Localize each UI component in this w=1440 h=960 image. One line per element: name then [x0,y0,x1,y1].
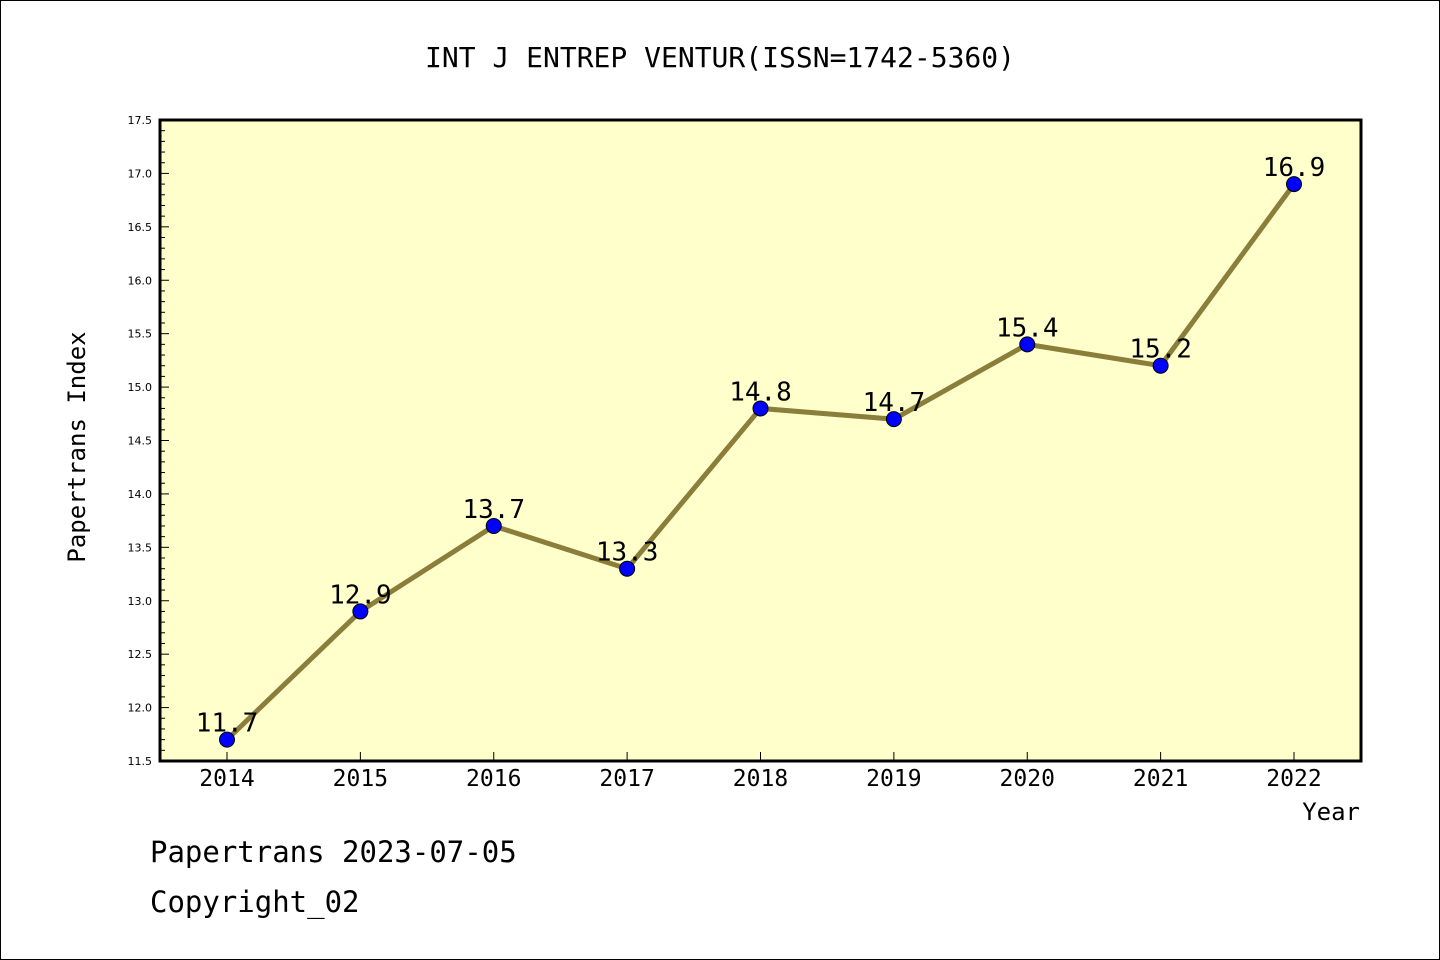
x-tick-label: 2018 [733,766,788,792]
data-label: 12.9 [329,580,392,610]
y-tick-label: 13.0 [128,595,153,608]
y-tick-label: 16.5 [128,221,153,234]
y-axis: 11.5 12.0 12.5 13.0 13.5 14.0 14.5 15.0 15.5 16.0… [128,114,169,768]
y-tick-label: 15.0 [128,381,153,394]
y-tick-label: 14.0 [128,488,153,501]
y-tick-label: 17.0 [128,167,153,180]
data-point [1152,357,1169,374]
data-point [352,603,369,620]
data-point [1286,176,1302,193]
y-tick-label: 12.5 [128,648,153,661]
footer-copyright: Copyright_02 [150,885,360,919]
series-group: 11.7 12.9 13.7 13.3 14.8 14.7 15.4 15.2 16.9 [196,153,1326,748]
plot-area [158,118,1363,763]
x-axis-label: Year [1302,798,1360,826]
x-tick-label: 2020 [1000,766,1055,792]
data-point [885,411,902,428]
data-point [619,560,636,577]
data-point [219,731,235,748]
x-tick-label: 2015 [333,766,388,792]
data-point [1019,336,1036,353]
x-tick-label: 2014 [199,766,254,792]
x-tick-label: 2022 [1266,766,1321,792]
y-tick-label: 16.0 [128,274,153,287]
footer-date: Papertrans 2023-07-05 [150,835,517,869]
data-label: 16.9 [1263,153,1326,183]
y-tick-label: 13.5 [128,541,153,554]
data-label: 14.8 [729,377,792,407]
y-tick-label: 17.5 [128,114,153,127]
x-tick-label: 2019 [866,766,921,792]
data-label: 14.7 [863,388,926,418]
x-tick-label: 2016 [466,766,521,792]
data-label: 13.7 [462,495,525,525]
data-label: 15.2 [1129,335,1192,365]
x-tick-label: 2021 [1133,766,1188,792]
x-tick-label: 2017 [599,766,654,792]
y-tick-label: 11.5 [128,755,153,768]
data-point [752,400,769,417]
y-tick-label: 15.5 [128,328,153,341]
y-tick-label: 14.5 [128,435,153,448]
data-label: 15.4 [996,313,1059,343]
x-axis: 2014 2015 2016 2017 2018 2019 2020 2021 2022 [199,752,1322,792]
data-point [485,517,502,534]
y-axis-label: Papertrans Index [63,331,91,562]
data-label: 11.7 [196,709,259,739]
chart-title: INT J ENTREP VENTUR(ISSN=1742-5360) [425,41,1015,74]
y-tick-label: 12.0 [128,702,153,715]
data-label: 13.3 [596,538,659,568]
